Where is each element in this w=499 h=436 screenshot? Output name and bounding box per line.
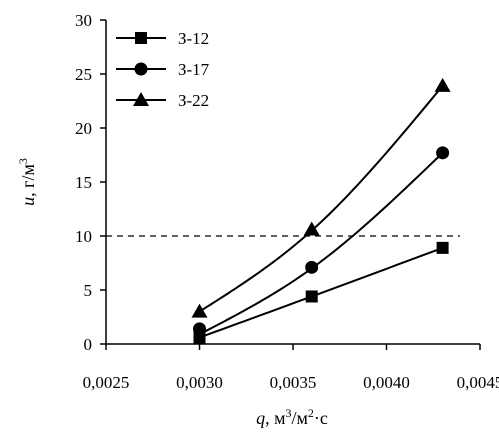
series-line-2: [199, 152, 444, 336]
series-curves: [198, 85, 444, 339]
legend-label: З-17: [178, 60, 210, 79]
data-point-square: [305, 290, 318, 303]
y-tick-label: 5: [84, 281, 93, 300]
x-ticks: 0,0025 0,0030 0,0035 0,0040 0,0045: [83, 344, 499, 392]
data-point-triangle: [191, 303, 208, 318]
y-tick-label: 0: [84, 335, 93, 354]
data-point-square: [436, 241, 449, 254]
data-point-circle: [305, 260, 319, 274]
legend-marker-triangle: [133, 92, 149, 106]
data-point-triangle: [303, 221, 320, 236]
legend-label: З-22: [178, 91, 209, 110]
series-line-3: [198, 85, 444, 313]
y-tick-label: 25: [75, 65, 92, 84]
data-point-triangle: [434, 77, 451, 92]
legend-marker-square: [135, 32, 147, 44]
series-markers: [191, 77, 451, 344]
y-tick-label: 30: [75, 11, 92, 30]
x-tick-label: 0,0035: [270, 373, 317, 392]
x-axis-label: q, м3/м2·с: [256, 406, 328, 428]
y-axis-label: u, г/м3: [16, 158, 38, 206]
legend-label: З-12: [178, 29, 209, 48]
plot-area: 0,0025 0,0030 0,0035 0,0040 0,0045 0 5 10 15 20 2…: [75, 11, 499, 392]
data-point-circle: [436, 146, 450, 160]
series-line-1: [199, 246, 443, 339]
x-tick-label: 0,0025: [83, 373, 130, 392]
x-tick-label: 0,0030: [176, 373, 223, 392]
x-tick-label: 0,0045: [457, 373, 499, 392]
x-tick-label: 0,0040: [363, 373, 410, 392]
y-tick-label: 15: [75, 173, 92, 192]
y-tick-label: 20: [75, 119, 92, 138]
legend: З-12 З-17 З-22: [116, 29, 210, 110]
legend-marker-circle: [134, 62, 148, 76]
y-ticks: 0 5 10 15 20 25 30: [75, 11, 106, 354]
y-tick-label: 10: [75, 227, 92, 246]
data-point-circle: [193, 322, 206, 336]
